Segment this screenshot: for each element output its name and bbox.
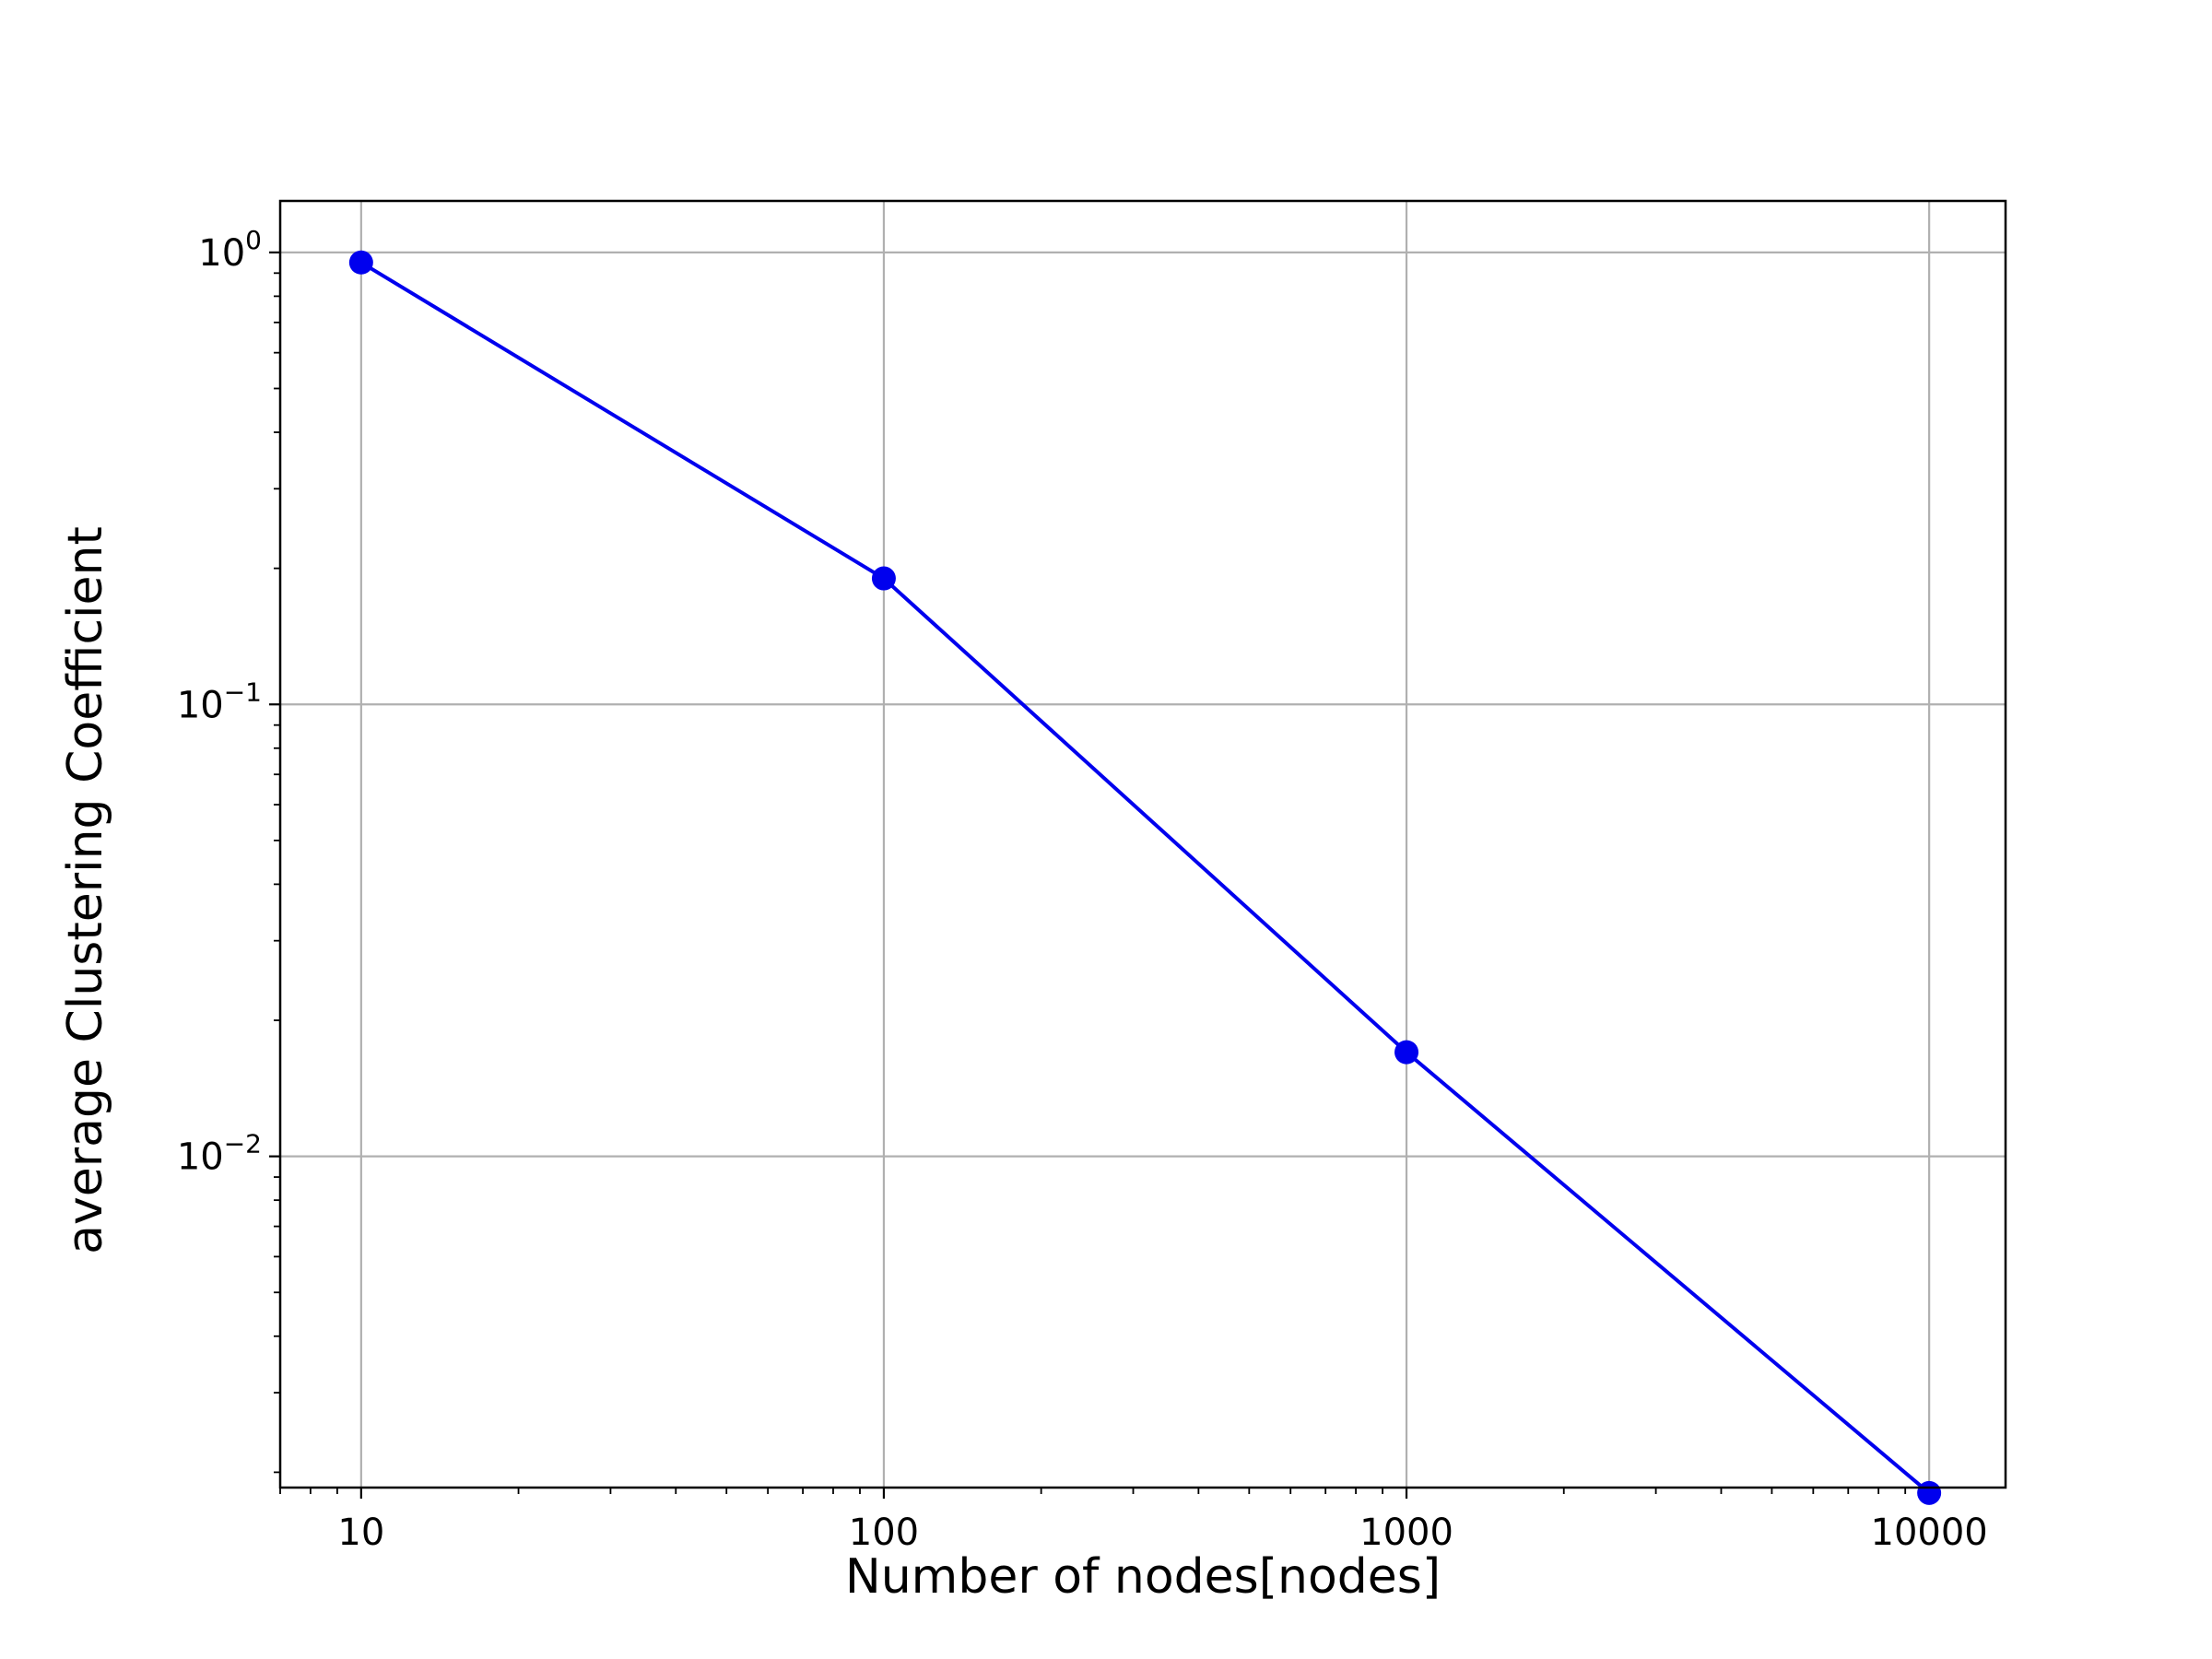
- y-tick-label: 10−1: [177, 677, 262, 726]
- grid: [280, 201, 2006, 1488]
- y-tick-labels: 100 10−1 10−2: [177, 225, 262, 1179]
- y-axis-label: average Clustering Coefficient: [58, 526, 113, 1254]
- y-tick-label: 10−2: [177, 1129, 262, 1179]
- x-tick-label: 1000: [1359, 1512, 1453, 1554]
- data-point: [348, 250, 373, 275]
- y-tick-label: 100: [198, 225, 262, 275]
- plot-frame: [278, 199, 2007, 1489]
- x-axis-label: Number of nodes[nodes]: [845, 1549, 1441, 1605]
- x-tick-labels: 10 100 1000 10000: [337, 1512, 1987, 1554]
- data-point: [1917, 1480, 1942, 1505]
- x-tick-label: 10000: [1871, 1512, 1988, 1554]
- data-point: [1394, 1040, 1419, 1065]
- x-tick-label: 100: [849, 1512, 919, 1554]
- series-line: [359, 261, 1931, 1495]
- x-tick-label: 10: [337, 1512, 384, 1554]
- data-point: [871, 566, 896, 591]
